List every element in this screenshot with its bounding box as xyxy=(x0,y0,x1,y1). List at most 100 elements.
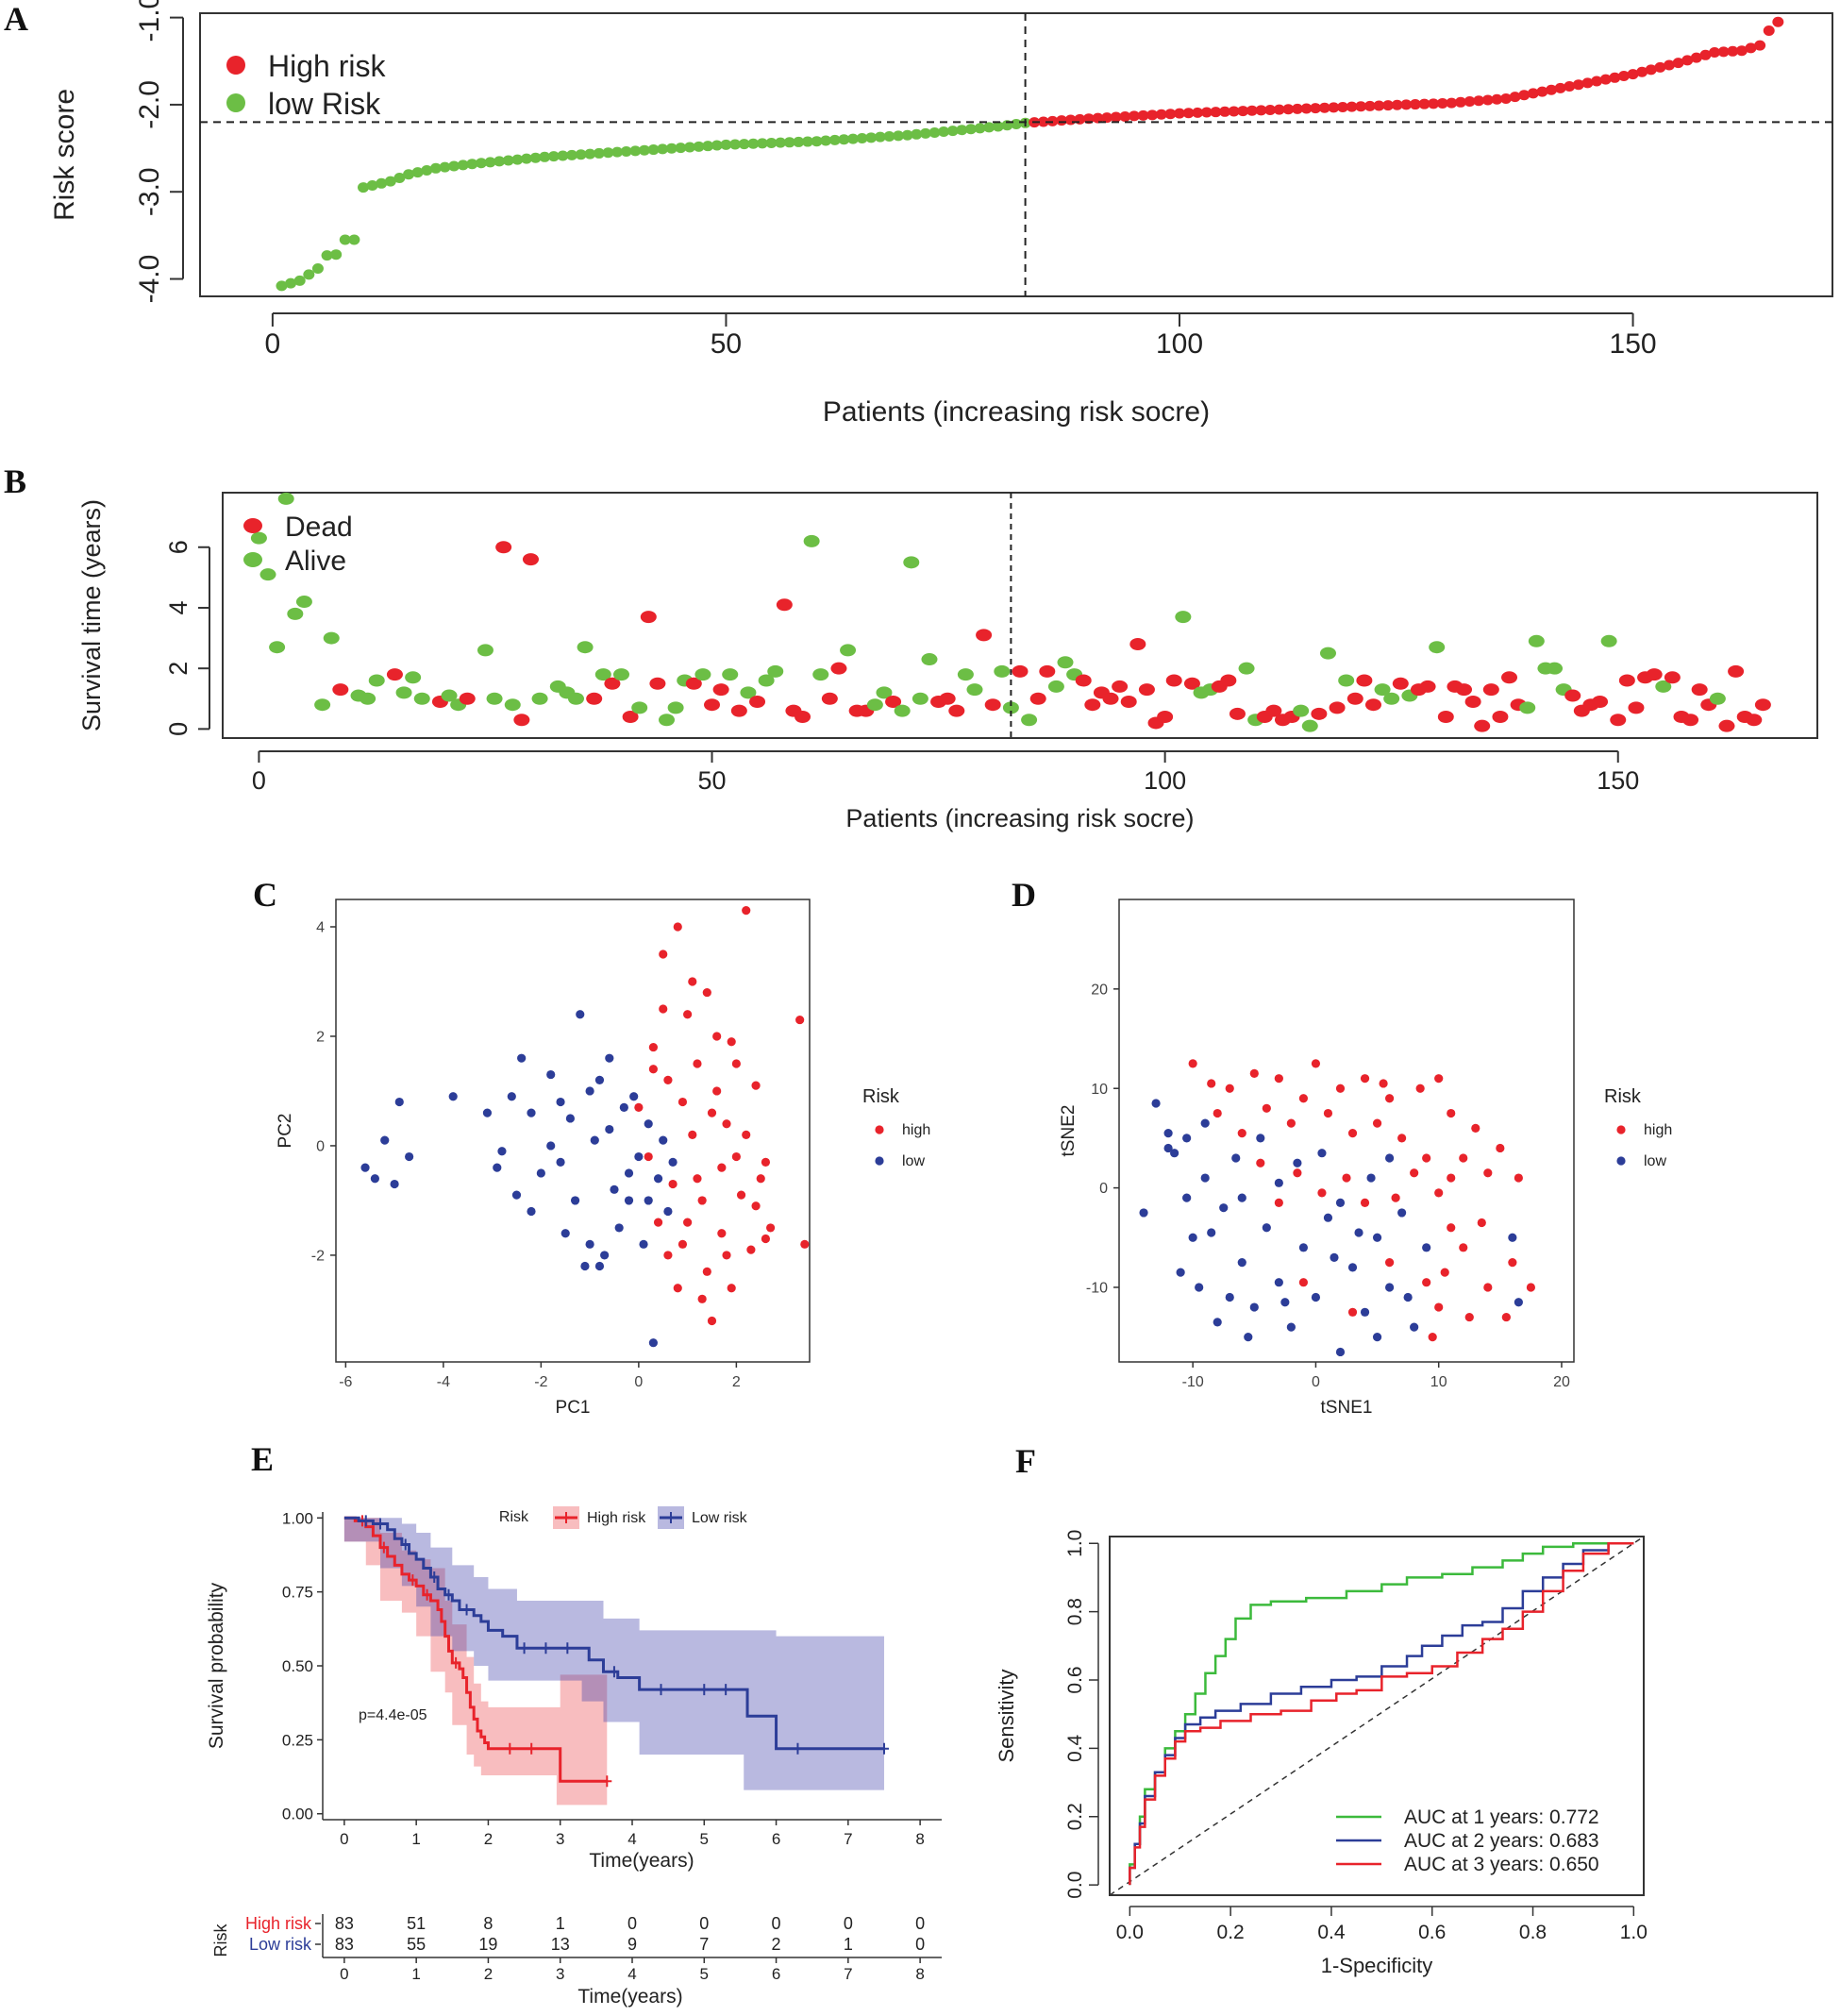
y-tick-label: 0 xyxy=(164,722,192,736)
low-risk-point xyxy=(946,126,959,137)
panel-b-survival-time: 0 50 100 150 0 2 4 6 Patients (increasing risk s… xyxy=(77,492,1818,832)
low-risk-point xyxy=(1244,1333,1253,1342)
high-risk-point xyxy=(712,1086,722,1096)
dead-point xyxy=(1157,711,1174,724)
alive-point xyxy=(1338,674,1355,687)
low-risk-point xyxy=(624,1196,634,1205)
low-risk-point xyxy=(619,1102,628,1112)
low-risk-point xyxy=(1372,1233,1382,1242)
dead-point xyxy=(1265,704,1282,717)
dead-point xyxy=(1718,719,1735,732)
high-risk-point xyxy=(663,1251,673,1260)
high-risk-point xyxy=(1379,1079,1388,1088)
high-risk-point xyxy=(1617,70,1630,81)
low-risk-survival-curve xyxy=(343,1516,884,1751)
high-risk-point xyxy=(1342,1173,1351,1183)
low-risk-point xyxy=(634,1151,644,1162)
dead-point xyxy=(821,692,838,705)
high-risk-point xyxy=(1434,1188,1444,1198)
low-risk-point xyxy=(756,138,768,149)
low-risk-point xyxy=(394,1097,404,1107)
high-risk-point xyxy=(1440,1268,1449,1277)
plot-frame xyxy=(199,12,1833,297)
low-risk-point xyxy=(648,1338,658,1348)
legend-label: low Risk xyxy=(268,87,381,121)
high-risk-point xyxy=(648,1042,658,1052)
high-risk-point xyxy=(800,1239,810,1249)
alive-point xyxy=(323,631,340,645)
high-risk-point xyxy=(1293,1168,1302,1178)
high-risk-ci-band xyxy=(343,1518,608,1806)
low-risk-point xyxy=(330,249,343,260)
legend-high-risk-marker xyxy=(226,56,245,75)
high-risk-point xyxy=(1056,115,1068,126)
low-risk-point xyxy=(547,151,560,162)
high-risk-point xyxy=(1681,55,1694,66)
dead-point xyxy=(795,711,811,724)
high-risk-point xyxy=(1581,77,1594,89)
dead-point xyxy=(386,668,403,681)
high-risk-point xyxy=(1207,1079,1216,1088)
dead-point xyxy=(1664,671,1681,684)
high-risk-point xyxy=(1282,104,1295,115)
dead-point xyxy=(1682,714,1699,727)
low-risk-point xyxy=(358,182,369,193)
high-risk-point xyxy=(731,1059,741,1068)
low-risk-point xyxy=(293,275,306,286)
high-risk-point xyxy=(1335,1084,1346,1093)
alive-point xyxy=(1319,647,1336,660)
high-risk-point xyxy=(1459,1243,1468,1252)
high-risk-point xyxy=(1554,82,1566,93)
low-risk-point xyxy=(1372,1333,1382,1342)
low-risk-point xyxy=(511,154,524,165)
panel-label-e: E xyxy=(251,1440,274,1478)
low-risk-point xyxy=(546,1069,556,1080)
high-risk-point xyxy=(634,1102,644,1112)
low-risk-point xyxy=(1170,1149,1179,1158)
y-tick-label: -10 xyxy=(1086,1281,1108,1297)
dead-point xyxy=(885,695,902,708)
dead-point xyxy=(495,541,512,554)
alive-point xyxy=(504,698,521,712)
high-risk-point xyxy=(1627,69,1639,80)
legend-high-marker xyxy=(875,1125,884,1134)
censor-mark xyxy=(602,1775,612,1788)
high-risk-point xyxy=(1347,1307,1358,1317)
y-tick-label: -2 xyxy=(311,1249,325,1265)
high-risk-point xyxy=(1225,1084,1234,1093)
alive-point xyxy=(413,692,430,705)
high-risk-point xyxy=(1210,107,1222,118)
risk-table-count: 55 xyxy=(407,1935,426,1954)
y-tick-label: 0.6 xyxy=(1064,1666,1086,1693)
y-tick-label: 2 xyxy=(164,662,192,676)
low-risk-point xyxy=(711,140,723,151)
x-tick-label: 3 xyxy=(556,1830,564,1848)
dead-point xyxy=(1183,677,1200,690)
x-tick-label: 1.0 xyxy=(1620,1922,1648,1943)
low-risk-point xyxy=(775,137,787,148)
risk-table-x-tick-label: 0 xyxy=(340,1965,348,1983)
risk-table-count: 0 xyxy=(915,1935,925,1954)
legend-dead-marker xyxy=(243,518,262,533)
dead-point xyxy=(1138,683,1155,697)
dead-point xyxy=(1084,698,1101,712)
low-risk-point xyxy=(1225,1292,1234,1302)
dead-point xyxy=(1356,674,1373,687)
low-risk-point xyxy=(1335,1347,1346,1357)
low-risk-point xyxy=(611,146,624,158)
high-risk-point xyxy=(1717,46,1730,58)
alive-point xyxy=(577,641,594,654)
legend-title: Risk xyxy=(499,1509,529,1525)
dead-point xyxy=(1437,711,1454,724)
risk-table-count: 83 xyxy=(335,1935,354,1954)
low-risk-point xyxy=(585,1239,594,1249)
high-risk-point xyxy=(1754,40,1766,51)
high-risk-point xyxy=(1360,1198,1370,1207)
y-tick-label: 6 xyxy=(164,540,192,554)
low-risk-point xyxy=(339,234,351,245)
low-risk-point xyxy=(602,147,614,159)
low-risk-point xyxy=(720,139,732,150)
x-tick-label: 0 xyxy=(340,1830,348,1848)
y-tick-label: 0.75 xyxy=(282,1584,313,1602)
